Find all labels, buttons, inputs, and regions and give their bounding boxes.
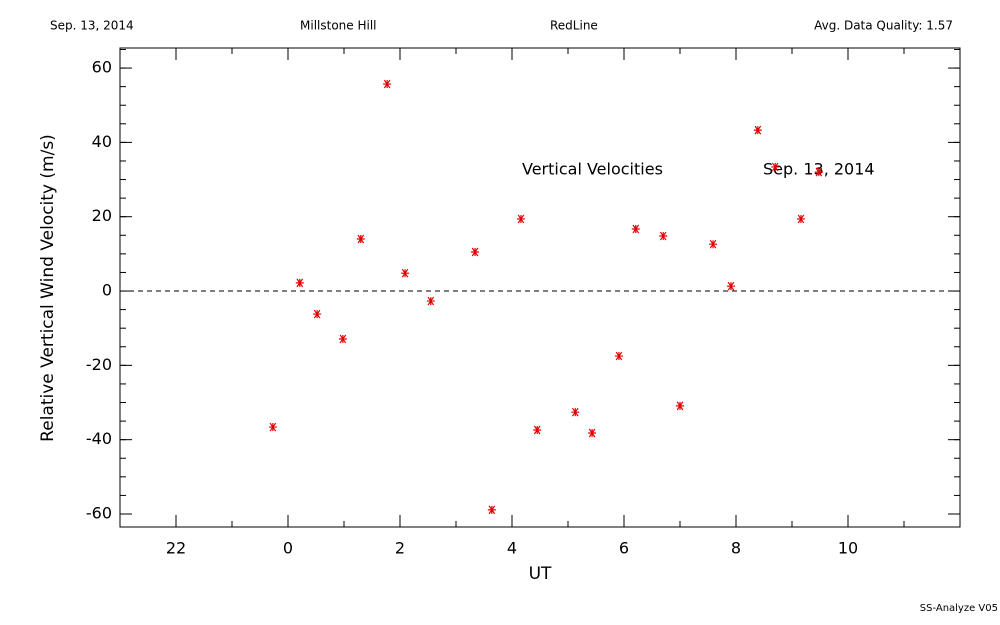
data-point	[709, 239, 718, 249]
header-emission: RedLine	[550, 19, 598, 33]
data-point	[471, 247, 480, 257]
y-tick-label: 20	[92, 206, 112, 225]
x-tick-label: 22	[166, 539, 186, 558]
data-point	[753, 125, 762, 135]
data-point	[401, 268, 410, 278]
x-tick-label: 2	[395, 539, 405, 558]
footer: SS-Analyze V05	[920, 603, 998, 614]
header-date: Sep. 13, 2014	[50, 19, 134, 33]
data-point	[631, 224, 640, 234]
data-point	[771, 162, 780, 172]
data-point	[383, 79, 392, 89]
y-axis-label: Relative Vertical Wind Velocity (m/s)	[38, 134, 58, 442]
header-quality: Avg. Data Quality: 1.57	[814, 19, 953, 33]
data-point	[313, 309, 322, 319]
header-site: Millstone Hill	[300, 19, 376, 33]
y-tick-label: -40	[86, 429, 112, 448]
data-point	[356, 234, 365, 244]
data-point	[571, 407, 580, 417]
data-point	[676, 401, 684, 411]
y-tick-label: -20	[86, 355, 112, 374]
x-tick-label: 4	[507, 539, 517, 558]
x-axis-label: UT	[529, 564, 552, 584]
data-point	[516, 214, 525, 224]
y-tick-label: 0	[102, 281, 112, 300]
data-point	[726, 281, 735, 291]
y-tick-label: 40	[92, 132, 112, 151]
data-point	[295, 278, 304, 288]
plot-frame	[119, 47, 961, 528]
data-point	[426, 296, 435, 306]
data-point	[268, 422, 277, 432]
data-point	[796, 214, 805, 224]
data-point	[814, 167, 823, 177]
x-tick-label: 6	[619, 539, 629, 558]
y-tick-label: 60	[92, 58, 112, 77]
data-point	[338, 334, 347, 344]
data-point	[533, 425, 542, 435]
data-point	[487, 505, 496, 515]
data-point	[588, 428, 597, 438]
data-point	[614, 351, 623, 361]
data-point	[659, 231, 668, 241]
x-tick-label: 10	[838, 539, 858, 558]
x-tick-label: 8	[731, 539, 741, 558]
x-tick-label: 0	[283, 539, 293, 558]
annotation: Vertical Velocities	[522, 160, 663, 179]
y-tick-label: -60	[86, 503, 112, 522]
